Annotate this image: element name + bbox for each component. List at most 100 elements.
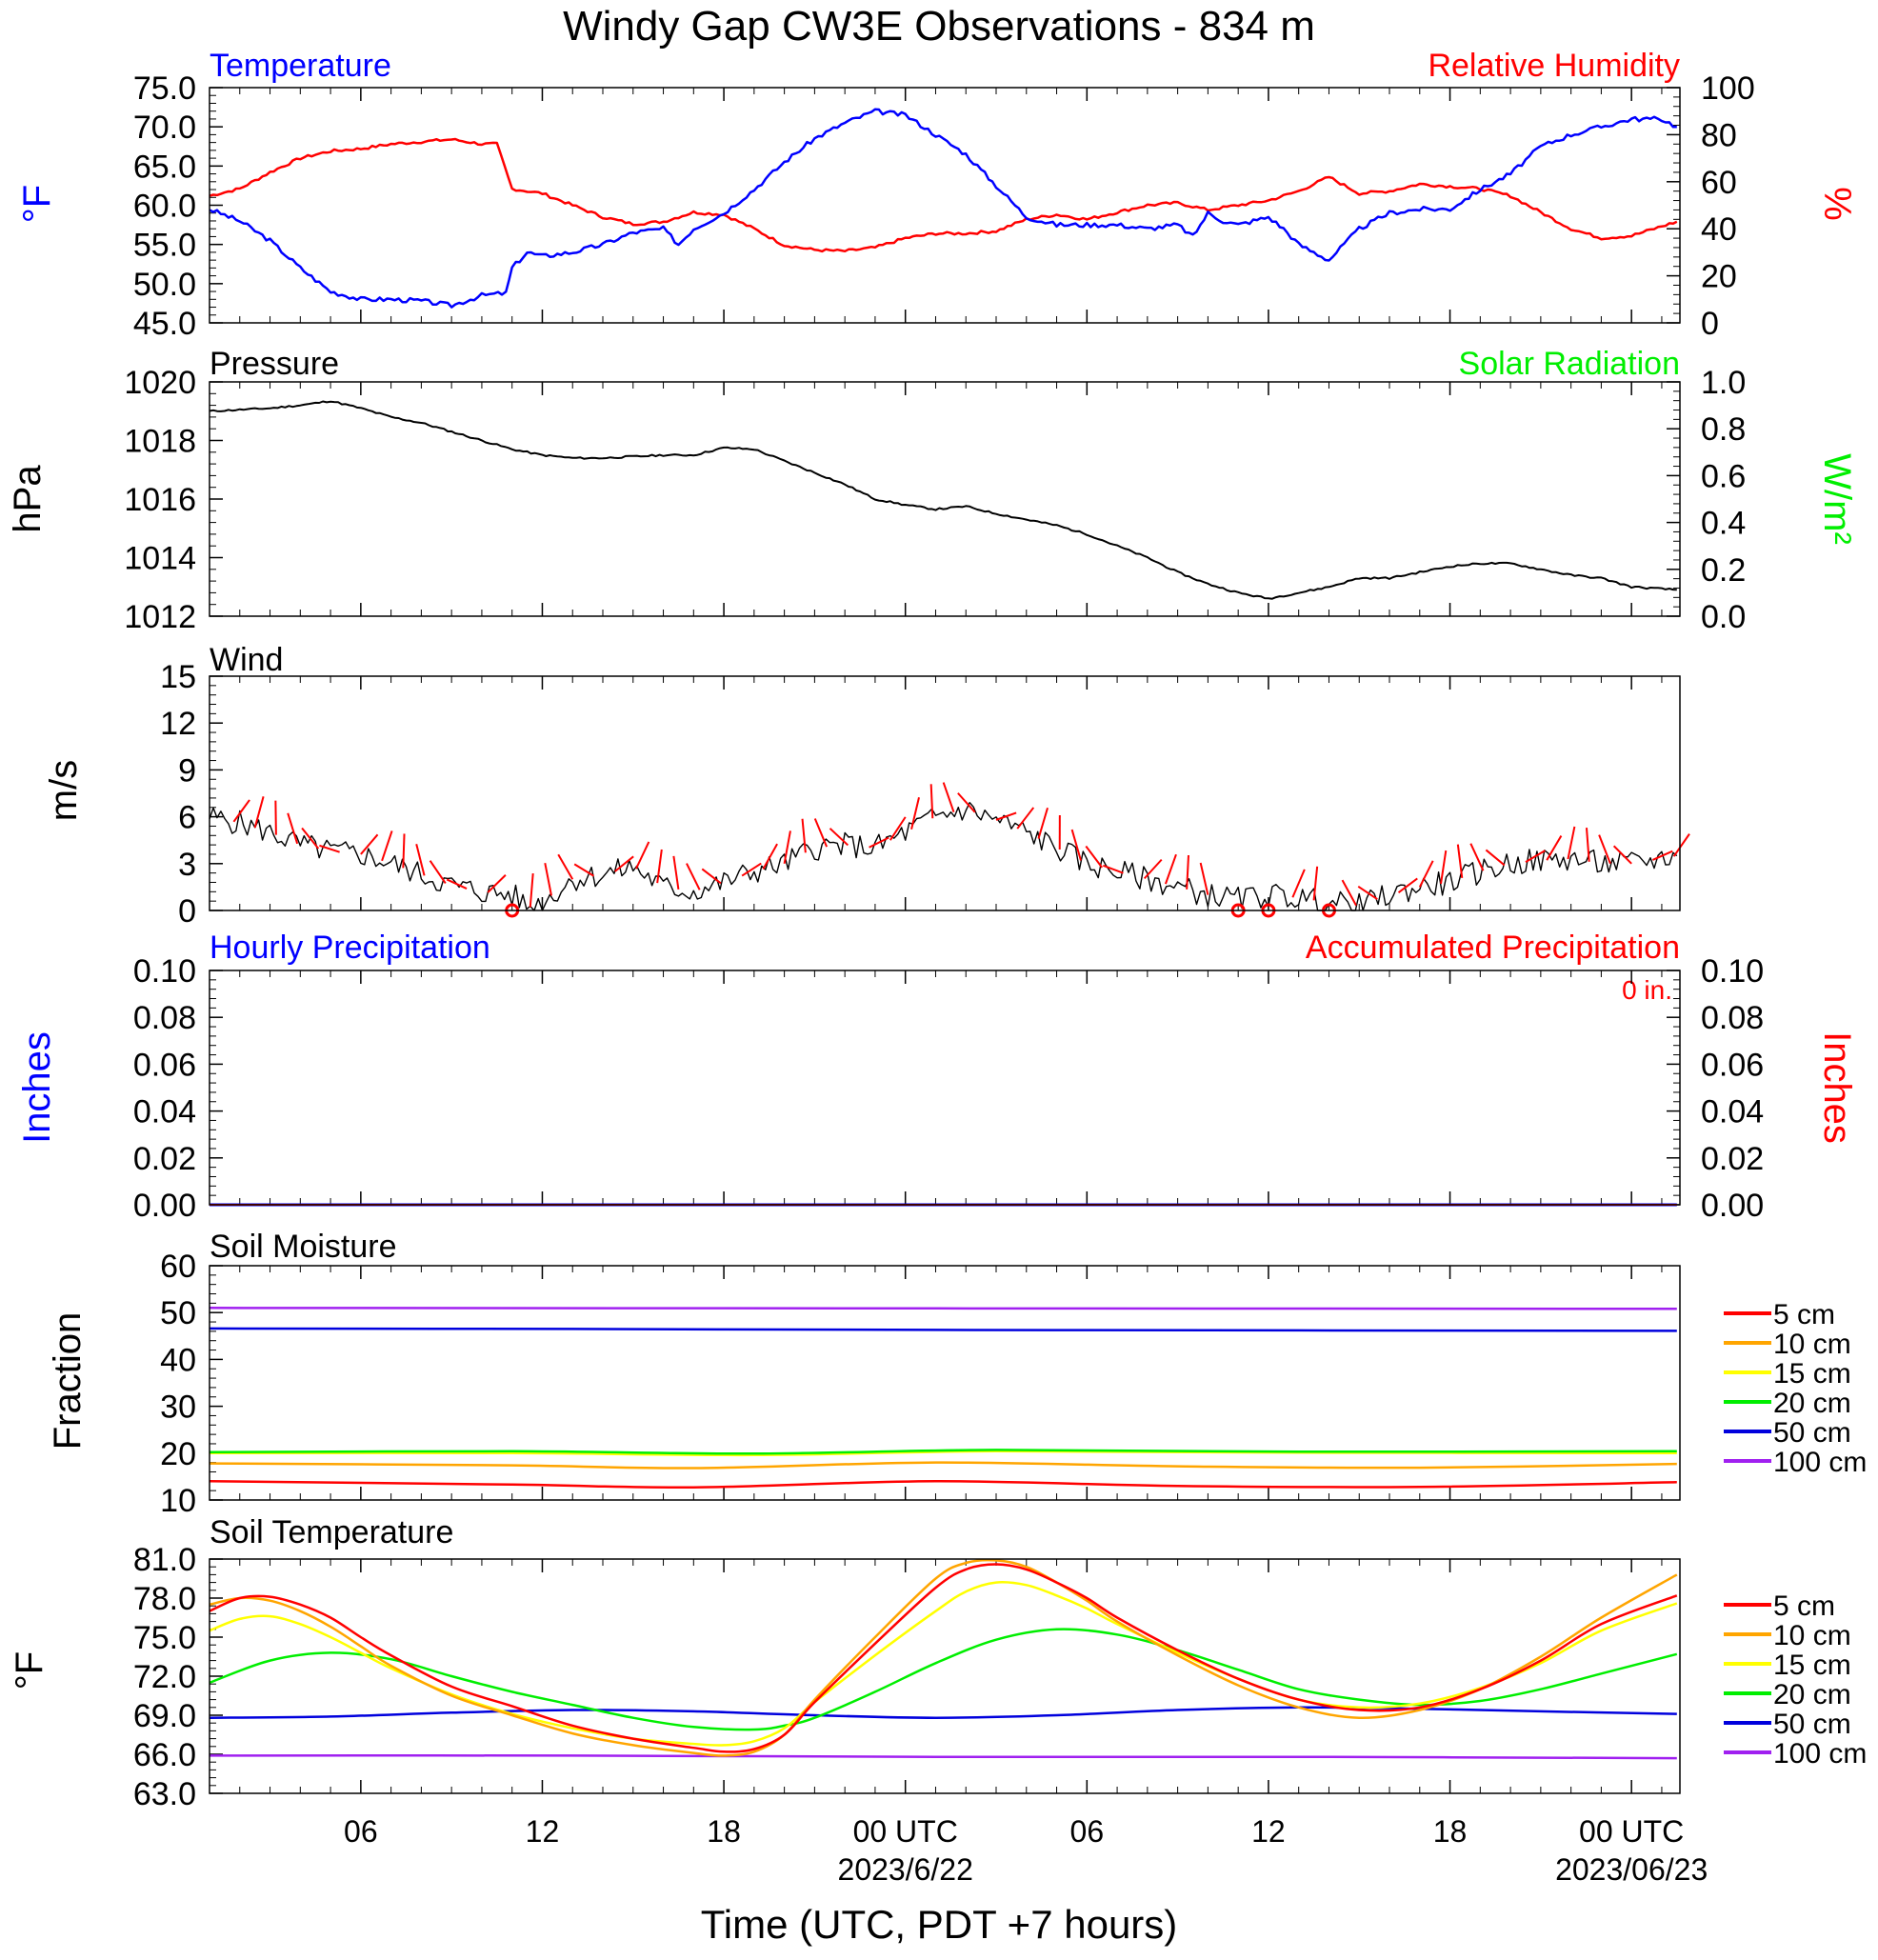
x-axis-label: Time (UTC, PDT +7 hours) — [701, 1902, 1178, 1947]
x-tick-label: 06 — [344, 1814, 378, 1849]
wind-barb — [1485, 849, 1506, 867]
wind-barb — [1103, 864, 1124, 874]
wind-barb — [1341, 879, 1357, 907]
legend-label: 50 cm — [1773, 1709, 1851, 1740]
y-tick-label: 45.0 — [133, 306, 196, 342]
temperature-humidity-series — [209, 88, 1678, 323]
y-tick-label: 30 — [160, 1390, 196, 1426]
y-tick-label: 0 — [1701, 306, 1719, 342]
y-tick-label: 1.0 — [1701, 365, 1746, 401]
wind-barb — [446, 878, 468, 890]
y-tick-label: 9 — [178, 752, 196, 789]
soil-temp-line — [209, 1558, 1678, 1757]
wind-barb — [701, 868, 722, 885]
humidity-unit: % — [1816, 187, 1858, 221]
panel-frame — [209, 970, 1681, 1206]
soil-temp-title: Soil Temperature — [210, 1514, 453, 1550]
y-tick-label: 72.0 — [133, 1659, 196, 1695]
soil-temp-unit: °F — [9, 1651, 50, 1690]
y-tick-label: 0.02 — [133, 1141, 196, 1177]
x-tick-date-label: 2023/6/22 — [838, 1852, 973, 1887]
figure-title: Windy Gap CW3E Observations - 834 m — [563, 3, 1315, 50]
wind-barb — [253, 796, 265, 829]
soil-moisture-series — [209, 1266, 1677, 1500]
wind-title: Wind — [210, 642, 283, 678]
wind-barb — [1199, 862, 1209, 895]
y-tick-label: 60 — [1701, 165, 1737, 201]
x-tick-label: 06 — [1070, 1814, 1105, 1849]
y-tick-label: 6 — [178, 800, 196, 836]
wind-barb — [829, 828, 849, 847]
x-tick-label: 12 — [526, 1814, 560, 1849]
soil-temp-line — [209, 1706, 1677, 1719]
humidity-tick-labels: 0 20 40 60 80 100 — [1667, 70, 1755, 342]
y-tick-label: 0.2 — [1701, 552, 1746, 589]
humidity-title: Relative Humidity — [1428, 48, 1680, 84]
y-tick-label: 0.04 — [1701, 1094, 1764, 1130]
y-tick-label: 0.08 — [1701, 1000, 1764, 1036]
wind-barb — [672, 855, 680, 890]
legend-label: 20 cm — [1773, 1388, 1851, 1419]
wind-barb — [1652, 850, 1673, 861]
wind-barb — [656, 849, 663, 884]
y-tick-label: 0.0 — [1701, 599, 1746, 635]
wind-barb — [381, 830, 393, 862]
y-tick-label: 10 — [160, 1483, 196, 1519]
wind-barb — [1291, 869, 1306, 898]
y-tick-label: 1016 — [124, 482, 196, 518]
wind-barb — [1037, 807, 1049, 839]
wind-barb — [1357, 885, 1378, 901]
wind-barbs — [232, 782, 1690, 918]
x-tick-label: 18 — [707, 1814, 741, 1849]
wind-barb — [889, 816, 907, 841]
y-tick-label: 3 — [178, 847, 196, 883]
precip-tick-labels: 0.00 0.02 0.04 0.06 0.08 0.10 — [133, 953, 223, 1224]
temperature-title: Temperature — [210, 48, 391, 84]
wind-barb — [487, 874, 507, 893]
wind-barb — [360, 833, 379, 855]
y-tick-label: 0.06 — [133, 1047, 196, 1083]
wind-barb — [1612, 845, 1632, 865]
y-tick-label: 0.8 — [1701, 411, 1746, 448]
soil-moisture-title: Soil Moisture — [210, 1229, 397, 1265]
panel-precipitation: Hourly Precipitation Accumulated Precipi… — [16, 930, 1858, 1224]
wind-barb — [301, 827, 320, 850]
wind-barb — [1585, 828, 1590, 862]
wind-barb — [402, 833, 406, 869]
y-tick-label: 0.08 — [133, 1000, 196, 1036]
wind-barb — [1016, 807, 1035, 830]
y-tick-label: 15 — [160, 659, 196, 695]
humidity-line — [209, 137, 1678, 253]
wind-barb — [801, 818, 807, 853]
wind-barb — [1143, 858, 1163, 880]
wind-barb — [1440, 850, 1448, 885]
wind-barb — [635, 841, 650, 870]
panel-frame — [209, 381, 1681, 617]
wind-barb — [741, 862, 762, 877]
y-tick-label: 1012 — [124, 599, 196, 635]
soil-temp-line — [209, 1754, 1677, 1760]
y-tick-label: 81.0 — [133, 1542, 196, 1578]
panel-soil-temperature: Soil Temperature °F 63.066.069.072.075.0… — [9, 1514, 1867, 1812]
wind-barb — [1085, 845, 1104, 869]
accum-precip-tick-labels: 0.00 0.02 0.04 0.06 0.08 0.10 — [1667, 953, 1764, 1224]
accum-precip-unit: Inches — [1816, 1031, 1858, 1144]
soil-temp-line — [209, 1563, 1678, 1753]
soil-moisture-line — [209, 1461, 1677, 1470]
precip-total-label: 0 in. — [1622, 975, 1672, 1005]
y-tick-label: 69.0 — [133, 1698, 196, 1734]
soil-moisture-line — [209, 1327, 1677, 1332]
y-tick-label: 0.06 — [1701, 1047, 1764, 1083]
x-tick-date-label: 2023/06/23 — [1555, 1852, 1708, 1887]
temperature-tick-labels: 45.050.055.060.0 65.070.075.0 — [133, 70, 223, 342]
y-tick-label: 55.0 — [133, 228, 196, 264]
wind-unit: m/s — [43, 760, 85, 821]
y-tick-label: 1018 — [124, 424, 196, 460]
y-tick-label: 78.0 — [133, 1581, 196, 1617]
wind-barb — [557, 853, 574, 880]
x-tick-label: 18 — [1433, 1814, 1468, 1849]
wind-barb — [762, 843, 778, 870]
y-tick-label: 40 — [160, 1342, 196, 1378]
